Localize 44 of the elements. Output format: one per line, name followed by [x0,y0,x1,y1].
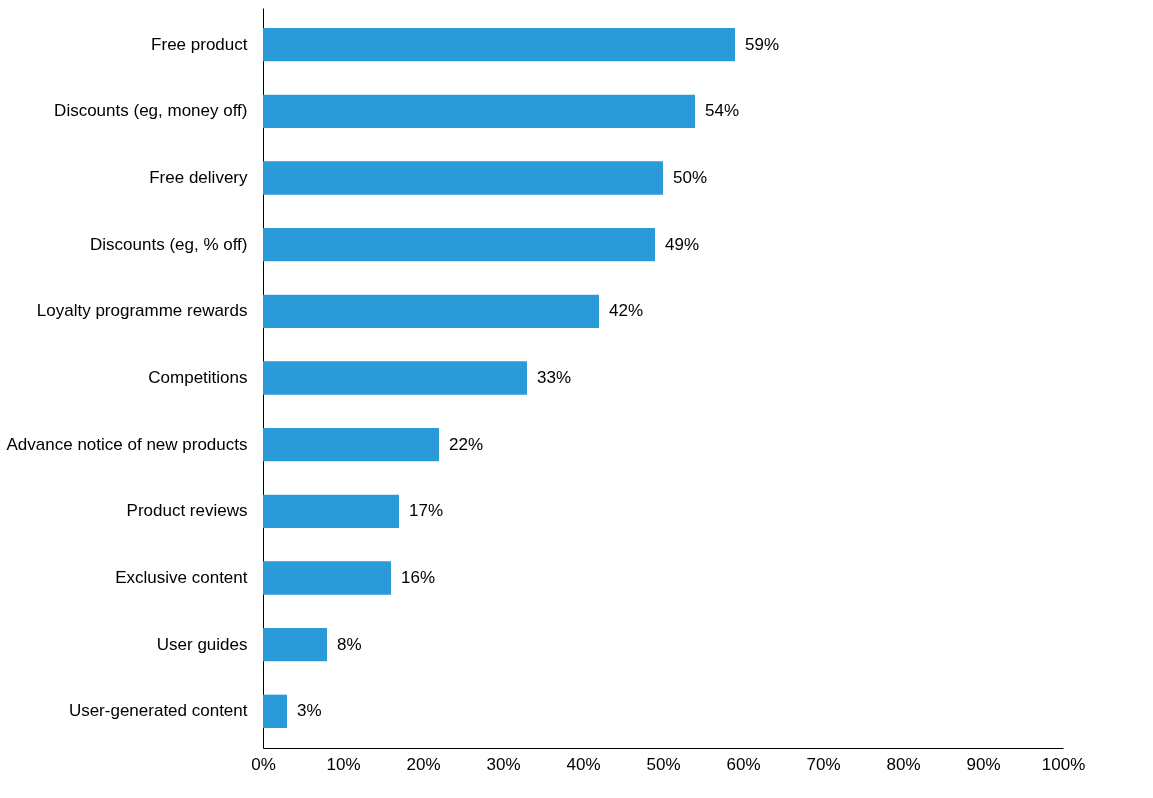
data-label: 17% [409,501,444,521]
data-label: 3% [297,701,322,721]
bar [263,94,695,128]
x-tick-label: 40% [566,754,601,774]
data-label: 59% [745,34,780,54]
bar [263,494,399,528]
data-label: 42% [609,301,644,321]
bar [263,694,287,728]
x-tick-label: 20% [406,754,441,774]
data-label: 49% [665,234,700,254]
y-tick-label: Discounts (eg, % off) [90,234,248,254]
x-tick-label: 100% [1041,754,1086,774]
data-label: 8% [337,634,362,654]
bar [263,428,439,462]
bar [263,361,527,395]
bar [263,628,327,662]
bar [263,294,599,328]
data-label: 33% [537,368,572,387]
x-tick-label: 70% [806,754,841,774]
x-tick-label: 90% [966,754,1001,774]
x-tick-label: 60% [726,754,761,774]
data-label: 22% [449,434,484,454]
bar [263,161,663,195]
bar [263,561,391,595]
y-tick-label: Product reviews [126,501,248,521]
data-label: 54% [705,101,740,121]
y-tick-label: User guides [156,634,248,654]
bar [263,228,655,262]
y-tick-label: Free delivery [149,168,248,187]
y-tick-label: Loyalty programme rewards [36,301,248,321]
y-tick-label: Competitions [148,368,248,387]
bar [263,28,735,62]
x-tick-label: 10% [326,754,361,774]
y-tick-label: Free product [151,34,248,54]
x-tick-label: 0% [251,754,276,774]
y-tick-label: Advance notice of new products [6,434,248,454]
y-tick-label: User-generated content [68,701,248,721]
x-tick-label: 30% [486,754,521,774]
data-label: 50% [673,168,708,187]
x-tick-label: 50% [646,754,681,774]
y-tick-label: Exclusive content [115,568,248,587]
data-label: 16% [401,568,436,587]
y-tick-label: Discounts (eg, money off) [54,101,248,121]
x-tick-label: 80% [886,754,921,774]
